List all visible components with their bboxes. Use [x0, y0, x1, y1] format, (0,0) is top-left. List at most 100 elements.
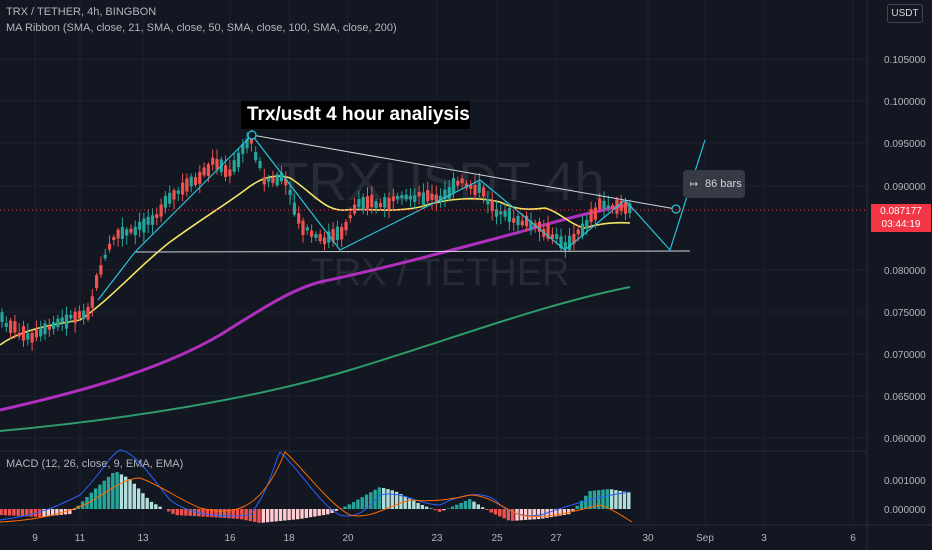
- macd-histogram-bar: [188, 509, 192, 516]
- macd-histogram-bar: [300, 509, 304, 519]
- candle-body: [262, 177, 266, 185]
- macd-histogram-bar: [429, 508, 433, 509]
- macd-histogram-bar: [240, 509, 244, 520]
- ma-ribbon-legend[interactable]: MA Ribbon (SMA, close, 21, SMA, close, 5…: [6, 22, 397, 34]
- candle-body: [430, 193, 434, 200]
- candle-body: [464, 183, 468, 188]
- bar-countdown: 03:44:19: [881, 219, 921, 230]
- time-tick-label: 6: [850, 533, 856, 544]
- candle-body: [271, 177, 275, 184]
- candle-body: [254, 151, 258, 161]
- candle-body: [417, 191, 421, 197]
- candle-body: [400, 195, 404, 199]
- macd-histogram-bar: [12, 509, 16, 516]
- macd-histogram-bar: [115, 472, 119, 509]
- currency-button[interactable]: USDT: [887, 4, 923, 23]
- candle-body: [297, 213, 301, 224]
- symbol-legend[interactable]: TRX / TETHER, 4h, BINGBON: [6, 6, 157, 18]
- macd-histogram-bar: [476, 504, 480, 509]
- price-axis[interactable]: 0.105000 0.100000 0.095000 0.090000 0.080000…: [884, 55, 926, 445]
- zigzag-pattern[interactable]: [97, 134, 706, 301]
- candle-body: [288, 189, 292, 195]
- macd-histogram-bar: [231, 509, 235, 519]
- price-tick-label: 0.080000: [884, 266, 926, 277]
- macd-histogram-bar: [382, 487, 386, 509]
- macd-histogram-bar: [7, 509, 12, 516]
- macd-histogram-bar: [210, 509, 214, 518]
- macd-histogram-bar: [179, 509, 184, 516]
- candle-body: [163, 196, 167, 208]
- macd-histogram-bar: [3, 509, 7, 516]
- candle-body: [232, 160, 236, 172]
- candle-body: [267, 177, 271, 182]
- candle-body: [619, 200, 623, 212]
- support-trendline[interactable]: [134, 250, 691, 253]
- macd-histogram-bar: [558, 509, 562, 516]
- candle-body: [69, 314, 73, 319]
- candle-body: [623, 201, 628, 214]
- macd-histogram-bar: [235, 509, 240, 519]
- macd-histogram-bar: [463, 500, 468, 509]
- candle-body: [559, 236, 563, 249]
- bars-range-label[interactable]: ↦ 86 bars: [683, 170, 745, 198]
- macd-axis[interactable]: 0.001000 0.000000: [884, 476, 926, 516]
- pattern-point[interactable]: [247, 130, 257, 140]
- macd-histogram-bar: [597, 490, 601, 509]
- candle-body: [193, 177, 198, 186]
- candle-body: [348, 215, 352, 219]
- candle-body: [176, 190, 180, 194]
- candle-body: [606, 205, 610, 209]
- candle-body: [17, 332, 21, 337]
- candle-body: [241, 144, 245, 154]
- candle-body: [73, 311, 77, 323]
- candle-body: [344, 221, 348, 231]
- macd-histogram-bar: [136, 488, 141, 509]
- candle-body: [116, 229, 120, 239]
- candle-body: [4, 322, 8, 327]
- candle-body: [516, 215, 520, 226]
- candle-body: [99, 265, 103, 275]
- candle-body: [593, 207, 597, 220]
- candle-body: [172, 190, 176, 200]
- candle-body: [292, 202, 296, 215]
- candle-body: [224, 165, 228, 177]
- candle-body: [408, 196, 413, 200]
- macd-histogram-bar: [343, 506, 347, 509]
- resistance-trendline[interactable]: [251, 134, 677, 210]
- macd-histogram-bar: [523, 509, 528, 520]
- macd-histogram-bar: [442, 509, 446, 511]
- macd-histogram-bar: [369, 492, 373, 509]
- macd-histogram-bar: [425, 506, 429, 509]
- candle-body: [103, 254, 107, 259]
- macd-histogram-bar: [50, 509, 55, 516]
- candle-body: [469, 184, 473, 189]
- macd-legend[interactable]: MACD (12, 26, close, 9, EMA, EMA): [6, 458, 184, 470]
- candle-body: [585, 219, 589, 229]
- candle-body: [434, 194, 438, 202]
- macd-histogram-bar: [214, 509, 218, 518]
- watermark-name: TRX / TETHER: [311, 252, 570, 294]
- macd-histogram-bar: [98, 484, 102, 509]
- candle-body: [155, 214, 159, 218]
- macd-histogram-bar: [351, 501, 356, 509]
- candle-body: [525, 215, 529, 227]
- time-axis[interactable]: 9 11 13 16 18 20 23 25 27 30 Sep 3 6: [32, 533, 856, 544]
- candle-body: [258, 160, 262, 169]
- candle-body: [215, 159, 219, 170]
- price-tick-label: 0.095000: [884, 139, 926, 150]
- candle-body: [503, 210, 507, 217]
- candle-body: [494, 208, 499, 217]
- time-tick-label: Sep: [696, 533, 714, 544]
- macd-histogram-bar: [416, 503, 420, 509]
- annotation-text[interactable]: Trx/usdt 4 hour analiysis: [241, 101, 470, 129]
- time-tick-label: 23: [431, 533, 443, 544]
- candle-body: [185, 178, 189, 192]
- macd-histogram-bar: [111, 472, 115, 509]
- macd-histogram-bar: [261, 509, 265, 523]
- candle-body: [426, 190, 430, 202]
- candle-body: [236, 152, 241, 168]
- pattern-point[interactable]: [671, 204, 681, 214]
- candle-body: [202, 167, 206, 176]
- candle-body: [421, 192, 425, 205]
